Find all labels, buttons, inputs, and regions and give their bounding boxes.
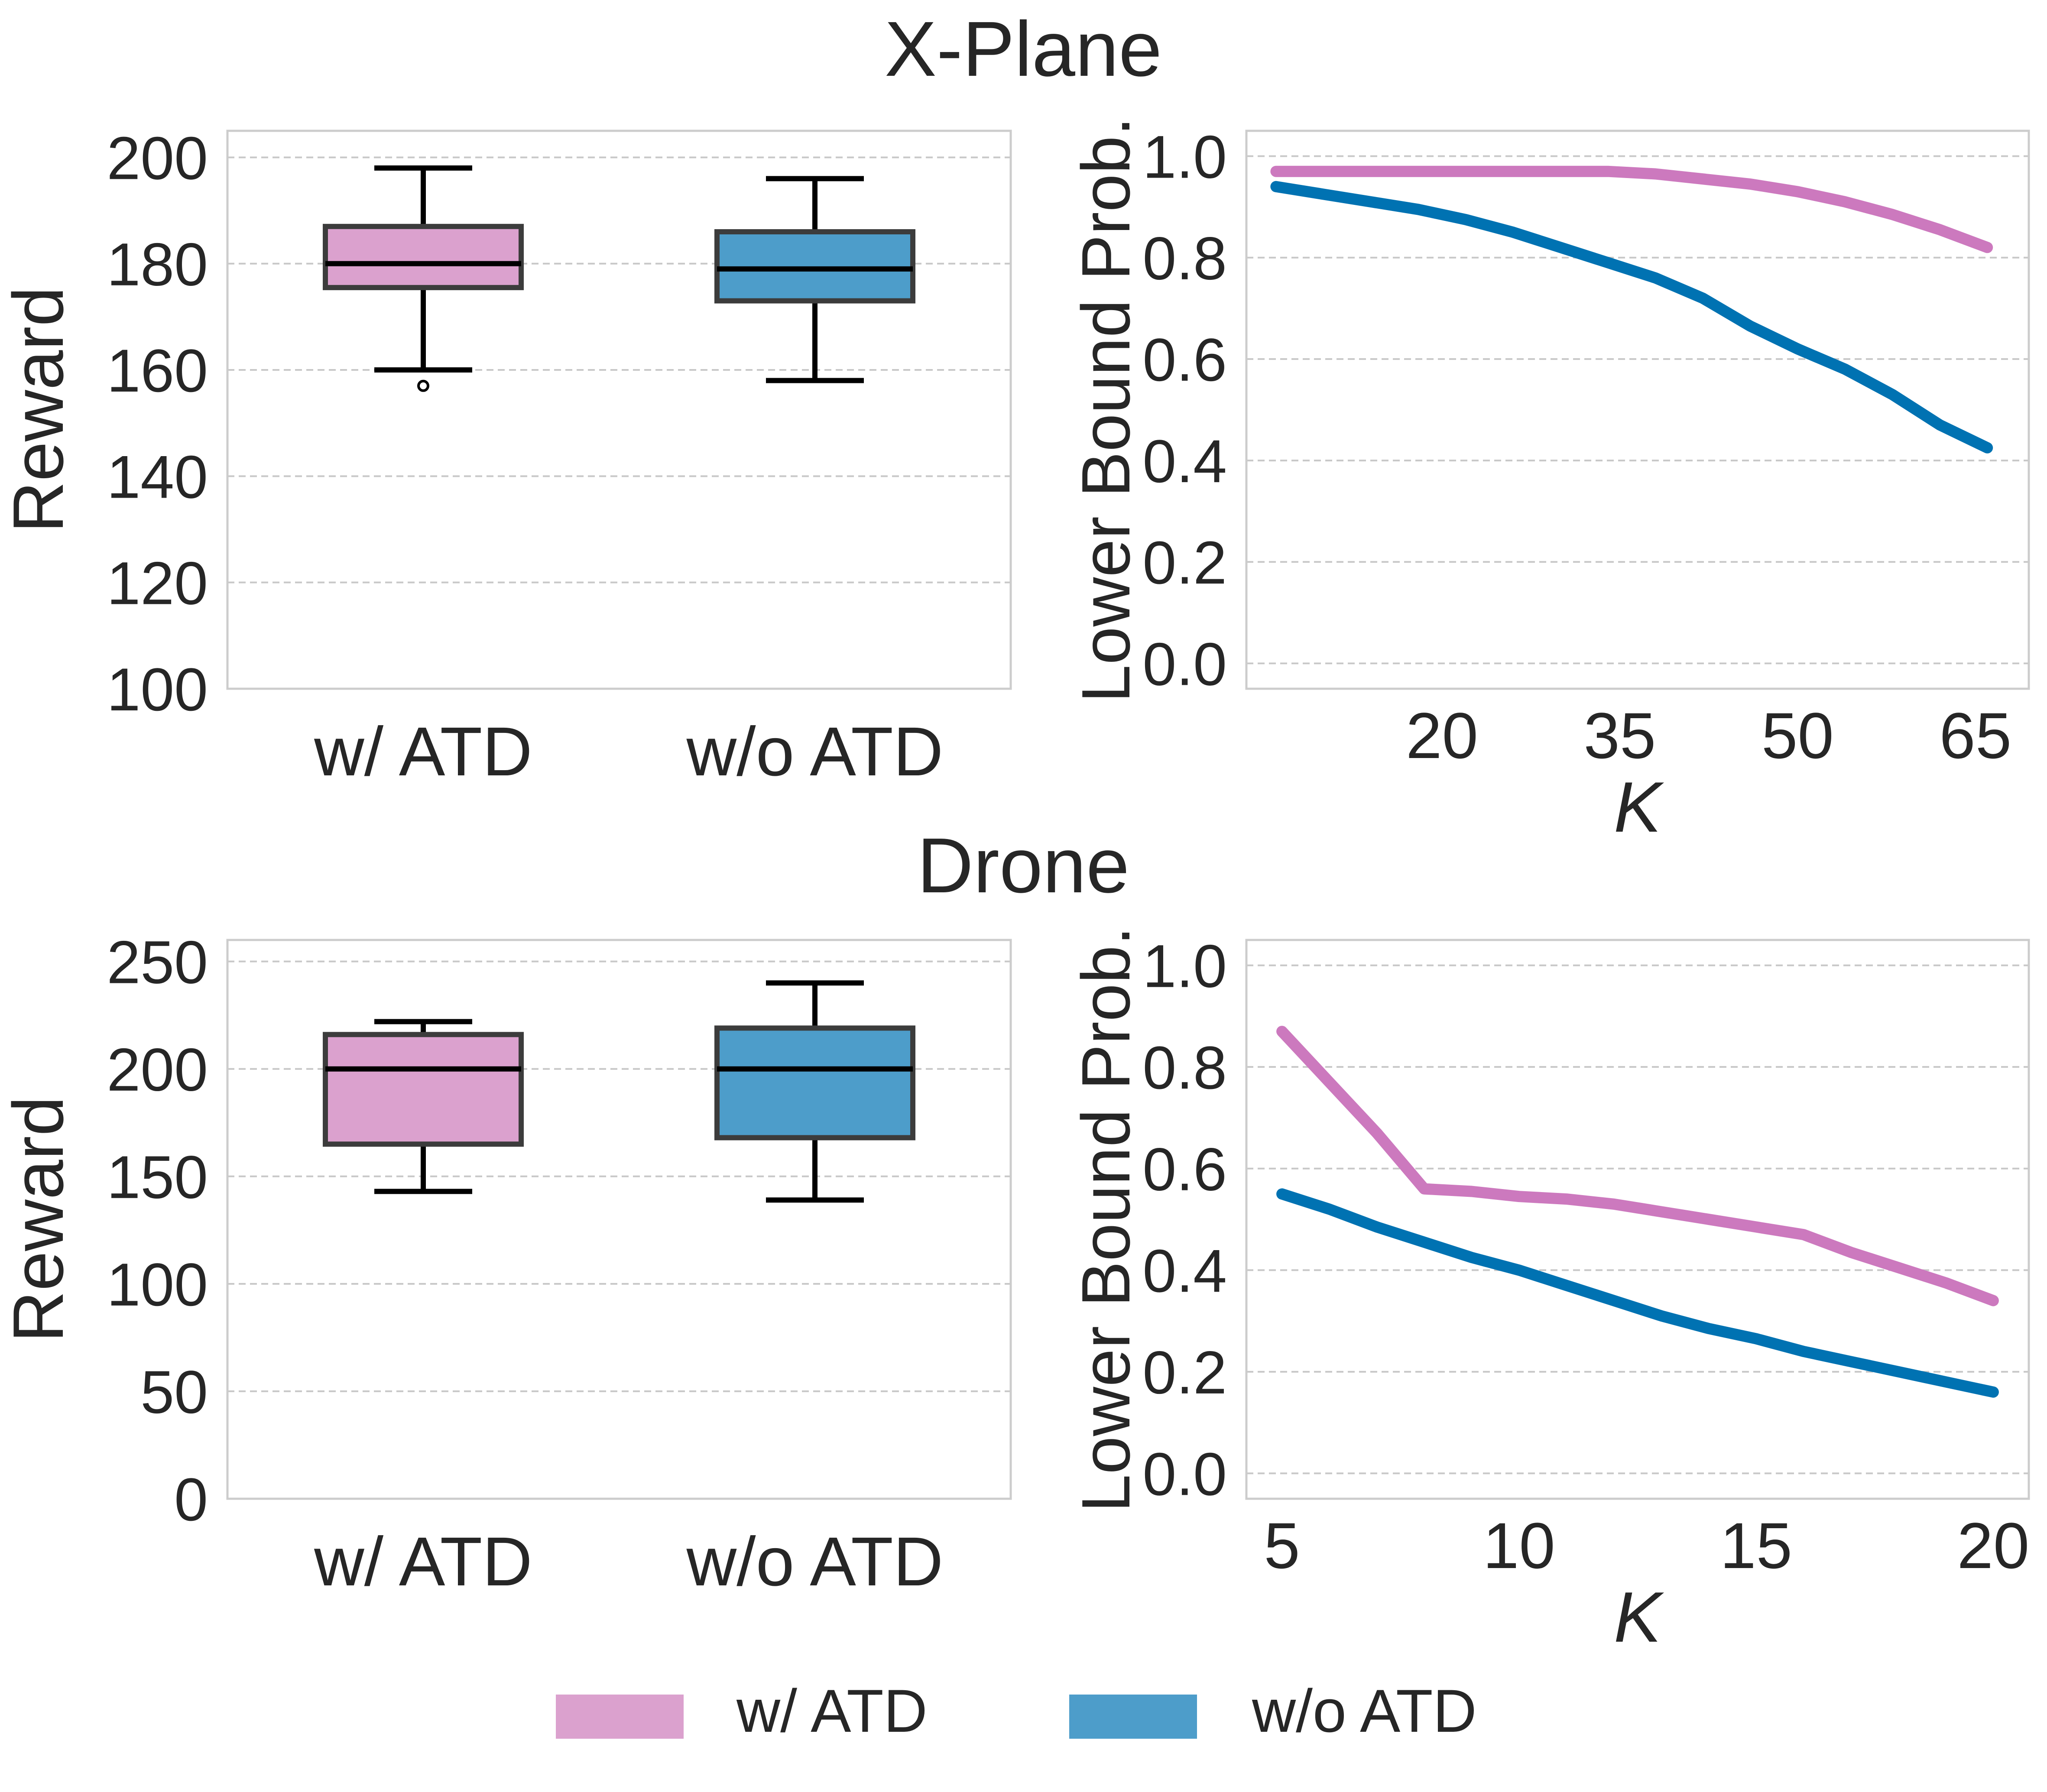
x-tick-label: 50 (1762, 699, 1834, 772)
x-tick-label: w/ ATD (314, 713, 532, 790)
plot-frame (226, 939, 1012, 1500)
box-w-atd (323, 1032, 524, 1147)
x-tick-label: 65 (1939, 699, 2011, 772)
y-tick-label: 0.2 (1142, 528, 1227, 596)
y-tick-label: 0.8 (1142, 1034, 1227, 1102)
y-tick-label: 250 (107, 928, 208, 996)
y-tick-label: 1.0 (1142, 123, 1227, 191)
y-tick-label: 1.0 (1142, 932, 1227, 1000)
drone-title: Drone (917, 822, 1129, 909)
y-tick-label: 200 (107, 1036, 208, 1104)
x-tick-label: w/ ATD (314, 1523, 532, 1600)
series-line-w-atd (1270, 165, 1993, 253)
legend-label-w-atd: w/ ATD (736, 1677, 928, 1745)
y-tick-label: 150 (107, 1143, 208, 1211)
y-tick-label: 0.6 (1142, 1135, 1227, 1203)
y-tick-label: 0.4 (1142, 1237, 1227, 1305)
y-tick-label: 0.6 (1142, 326, 1227, 394)
y-tick-label: 100 (107, 1251, 208, 1319)
x-tick-label: 20 (1957, 1509, 2029, 1582)
y-axis-label: Reward (0, 287, 78, 533)
legend-label-wo-atd: w/o ATD (1252, 1677, 1477, 1745)
y-tick-label: 200 (107, 124, 208, 192)
y-tick-label: 0.0 (1142, 630, 1227, 698)
box-w-atd (323, 224, 524, 290)
y-tick-label: 160 (107, 337, 208, 405)
drone-reward-chart: 0 50 100 150 200 250 Reward w/ ATD w/o ATD (0, 928, 1012, 1600)
y-axis-label: Lower Bound Prob. (1068, 117, 1144, 703)
y-tick-label: 50 (140, 1358, 208, 1426)
y-tick-label: 0.2 (1142, 1338, 1227, 1406)
y-axis-label: Lower Bound Prob. (1068, 927, 1144, 1513)
x-axis-label: K (1614, 1577, 1664, 1657)
y-axis-label: Reward (0, 1096, 78, 1343)
box-wo-atd (714, 1025, 915, 1141)
y-tick-label: 120 (107, 549, 208, 617)
x-tick-label: 35 (1584, 699, 1656, 772)
x-tick-label: 15 (1720, 1509, 1792, 1582)
x-tick-label: w/o ATD (686, 713, 944, 790)
x-tick-label: 20 (1406, 699, 1478, 772)
x-tick-label: 5 (1264, 1509, 1300, 1582)
y-tick-label: 0.4 (1142, 427, 1227, 495)
xplane-title: X-Plane (885, 6, 1162, 93)
xplane-reward-chart: 100 120 140 160 180 200 Reward w/ ATD w/o ATD (0, 124, 1012, 790)
legend-swatch-wo-atd (1069, 1695, 1197, 1739)
y-tick-label: 180 (107, 230, 208, 298)
legend-swatch-w-atd (556, 1695, 684, 1739)
y-tick-label: 0 (174, 1465, 208, 1533)
series-line-wo-atd (1270, 181, 1993, 454)
box-wo-atd (714, 229, 915, 304)
series-line-wo-atd (1276, 1188, 1999, 1398)
plot-frame (1245, 939, 2030, 1500)
series-line-w-atd (1276, 1026, 1999, 1306)
plot-frame (1245, 130, 2030, 690)
y-tick-label: 140 (107, 443, 208, 511)
y-tick-label: 0.0 (1142, 1440, 1227, 1508)
y-tick-label: 100 (107, 655, 208, 723)
outlier-point (417, 379, 429, 392)
legend: w/ ATD w/o ATD (556, 1677, 1477, 1745)
y-tick-label: 0.8 (1142, 224, 1227, 292)
x-axis-label: K (1614, 767, 1664, 847)
x-tick-label: 10 (1483, 1509, 1555, 1582)
plot-frame (226, 130, 1012, 690)
x-tick-label: w/o ATD (686, 1523, 944, 1600)
